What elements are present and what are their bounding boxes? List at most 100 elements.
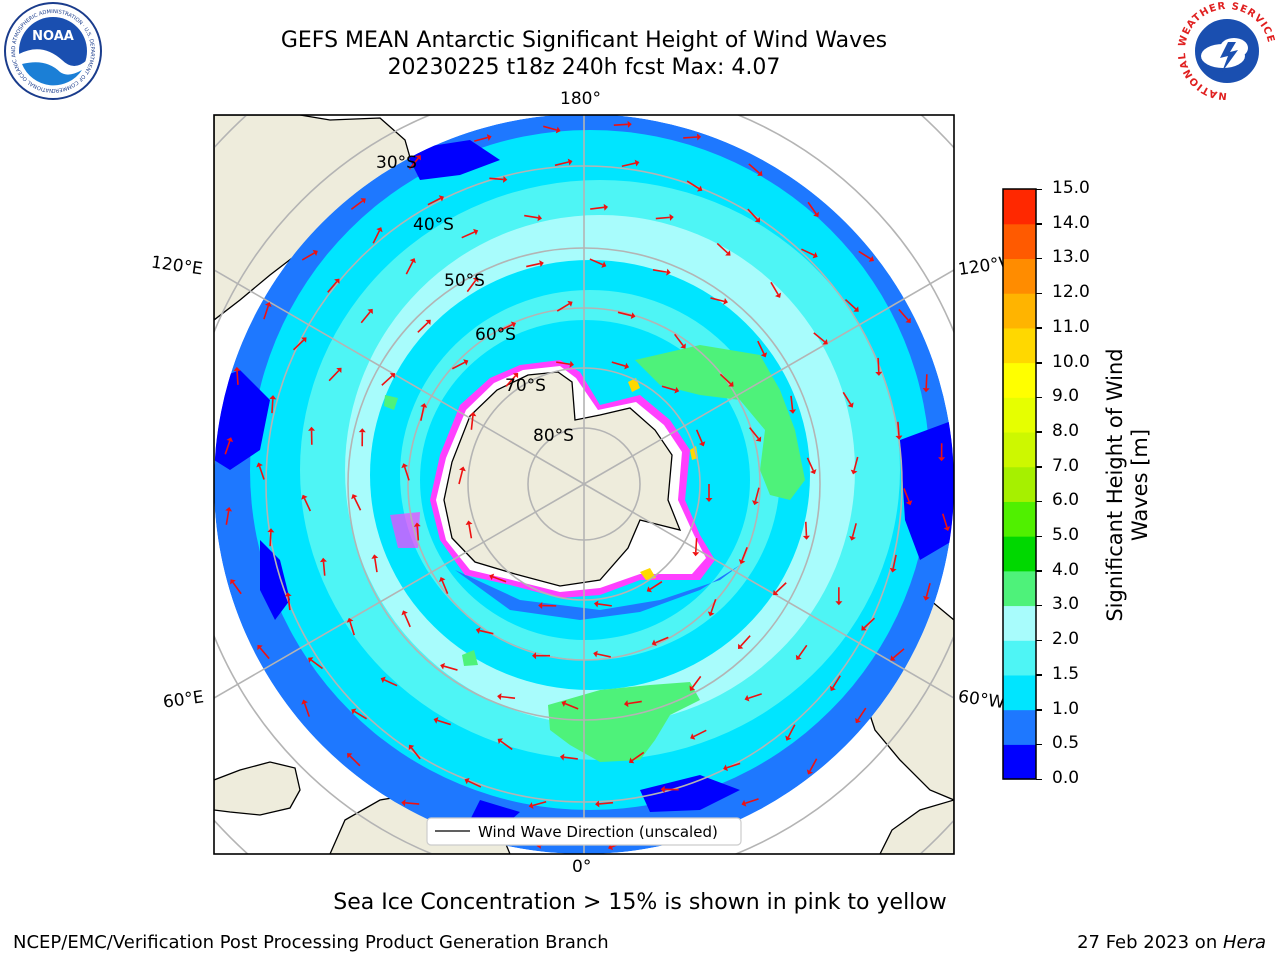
wind-wave-arrowhead — [603, 203, 609, 211]
wind-wave-arrow — [416, 526, 420, 541]
lat-label-40s: 40°S — [413, 215, 454, 235]
colorbar-tick-mark — [1036, 188, 1042, 190]
wind-wave-arrow — [556, 361, 571, 366]
colorbar-tick-label: 15.0 — [1052, 178, 1090, 198]
wind-wave-arrow — [526, 262, 541, 268]
wind-wave-arrowhead — [707, 611, 715, 617]
wind-wave-arrowhead — [497, 693, 502, 701]
colorbar-tick-mark — [1036, 466, 1042, 468]
wind-wave-arrowhead — [723, 298, 728, 305]
wind-wave-arrow — [458, 470, 464, 485]
wind-wave-arrowhead — [555, 126, 561, 134]
wind-wave-arrowhead — [861, 625, 867, 631]
wind-wave-arrow — [617, 311, 632, 317]
wind-wave-arrow — [470, 415, 474, 430]
graticule — [214, 115, 954, 854]
wind-wave-arrow — [691, 675, 702, 689]
colorbar-segment — [1003, 293, 1036, 329]
wind-wave-arrowhead — [308, 657, 314, 663]
wind-wave-arrow — [589, 258, 604, 266]
colorbar-segment — [1003, 223, 1036, 260]
wind-wave-arrowhead — [569, 360, 574, 368]
colorbar-tick-label: 12.0 — [1052, 282, 1090, 303]
colorbar-segment — [1003, 258, 1036, 294]
wind-wave-arrowhead — [459, 466, 466, 472]
wind-wave-arrowhead — [503, 175, 508, 183]
wind-wave-arrowhead — [367, 308, 373, 315]
wind-wave-arrowhead — [741, 799, 747, 807]
wind-wave-arrowhead — [725, 250, 731, 256]
wind-wave-arrow — [748, 693, 762, 699]
wind-wave-arrow — [500, 740, 513, 751]
colorbar-tick-mark — [1036, 778, 1042, 780]
colorbar-tick-label: 0.5 — [1052, 733, 1080, 754]
wind-wave-arrow — [611, 361, 626, 367]
wind-wave-arrowhead — [855, 717, 861, 724]
wind-wave-arrow — [807, 201, 817, 215]
wind-wave-arrowhead — [905, 500, 913, 506]
wind-wave-arrowhead — [473, 228, 479, 236]
wind-wave-arrowhead — [890, 655, 896, 661]
wind-wave-arrows — [224, 120, 951, 851]
wind-wave-arrowhead — [538, 602, 543, 610]
wind-wave-arrow — [461, 231, 475, 239]
wind-wave-arrowhead — [608, 843, 614, 851]
colorbar-tick-mark — [1036, 500, 1042, 503]
colorbar-tick-label: 1.0 — [1052, 698, 1080, 719]
wind-wave-arrowhead — [698, 441, 706, 447]
wind-wave-arrowhead — [358, 428, 366, 433]
wind-wave-arrow — [877, 357, 880, 372]
wind-wave-arrowhead — [690, 733, 696, 740]
wind-wave-arrowhead — [789, 409, 797, 414]
wind-wave-arrow — [925, 374, 928, 389]
wind-wave-arrowhead — [336, 367, 342, 374]
wind-wave-arrow — [427, 197, 441, 206]
wind-wave-arrowhead — [301, 337, 307, 343]
wind-wave-arrowhead — [593, 600, 599, 608]
wind-wave-arrowhead — [889, 567, 897, 573]
colorbar-segment — [1003, 362, 1036, 398]
wind-wave-arrow — [372, 230, 381, 244]
wind-wave-arrow — [694, 538, 698, 553]
wind-wave-arrowhead — [463, 359, 469, 366]
wind-wave-arrowhead — [754, 217, 761, 223]
wind-wave-arrow — [747, 208, 758, 220]
wind-wave-arrowhead — [813, 211, 819, 218]
wind-wave-arrowhead — [257, 644, 263, 651]
wind-wave-arrow — [405, 802, 420, 805]
wind-wave-arrow — [844, 298, 857, 310]
map-frame — [213, 114, 955, 855]
map-legend: Wind Wave Direction (unscaled) — [426, 817, 742, 846]
wind-wave-arrow — [745, 798, 759, 805]
wind-wave-arrow — [354, 710, 368, 720]
wind-wave-arrowhead — [847, 402, 854, 408]
wind-wave-arrow — [468, 524, 473, 539]
wind-wave-arrowhead — [464, 777, 470, 785]
lat-label-80s: 80°S — [533, 426, 574, 446]
wind-wave-arrow — [741, 546, 748, 561]
wind-wave-arrowhead — [943, 526, 951, 531]
wind-wave-arrow — [301, 252, 315, 261]
colorbar-tick-mark — [1036, 223, 1042, 225]
footer-host: Hera — [1222, 932, 1266, 953]
wind-wave-arrow — [613, 123, 628, 127]
wind-wave-arrow — [353, 497, 362, 511]
wind-wave-arrow — [543, 125, 557, 131]
wind-wave-arrow — [898, 308, 909, 321]
colorbar-tick-label: 11.0 — [1052, 316, 1090, 337]
wind-wave-arrowhead — [334, 278, 340, 284]
colorbar-tick-mark — [1036, 257, 1042, 260]
wind-wave-arrow — [805, 521, 808, 536]
wind-wave-arrow — [655, 636, 669, 644]
lat-label-30s: 30°S — [376, 153, 417, 173]
wind-wave-arrow — [597, 603, 612, 607]
colorbar-tick-mark — [1036, 362, 1042, 364]
wind-wave-arrow — [224, 440, 231, 455]
colorbar-tick-mark — [1036, 639, 1042, 642]
colorbar — [1002, 188, 1037, 780]
wind-wave-arrow — [832, 675, 841, 689]
wind-wave-arrow — [798, 644, 808, 658]
wind-wave-arrow — [532, 800, 547, 807]
footer-date: 27 Feb 2023 on — [1077, 932, 1223, 953]
wind-wave-arrow — [563, 756, 578, 760]
